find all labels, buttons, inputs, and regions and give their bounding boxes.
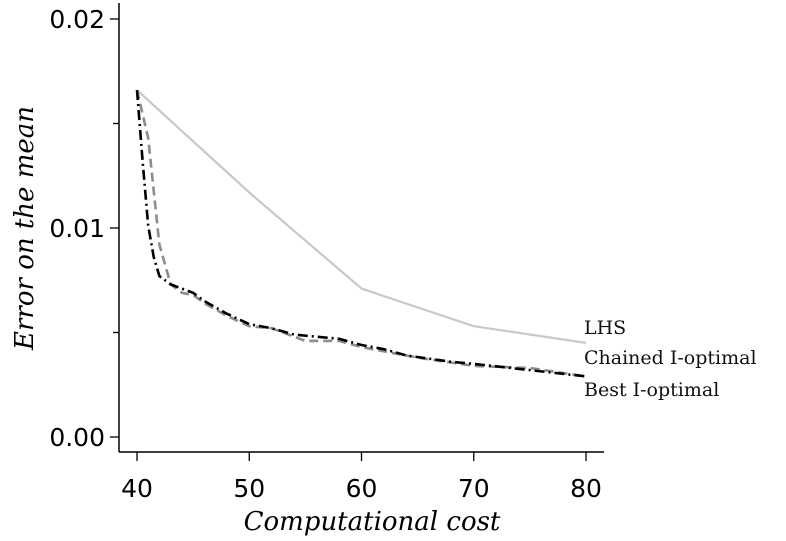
y-tick-label: 0.00 [49, 423, 105, 452]
y-tick-label: 0.02 [49, 5, 105, 34]
x-axis-title: Computational cost [244, 507, 501, 537]
x-tick-label: 40 [121, 474, 153, 503]
series-lines [135, 89, 587, 378]
y-ticks: 0.00 0.01 0.02 [49, 5, 119, 452]
y-axis-title: Error on the mean [10, 106, 40, 351]
axes [118, 3, 604, 453]
x-ticks: 40 50 60 70 80 [121, 452, 602, 503]
series-label-best-i-optimal: Best I-optimal [584, 379, 719, 401]
x-tick-label: 70 [458, 474, 490, 503]
series-labels: LHS Chained I-optimal Best I-optimal [584, 317, 757, 401]
series-label-chained-i-optimal: Chained I-optimal [584, 347, 757, 369]
series-label-lhs: LHS [584, 317, 626, 339]
series-line-lhs [136, 89, 587, 344]
x-tick-label: 80 [570, 474, 602, 503]
x-tick-label: 50 [233, 474, 265, 503]
series-line-best-i-optimal [135, 89, 587, 378]
y-tick-label: 0.01 [49, 214, 105, 243]
x-tick-label: 60 [346, 474, 378, 503]
